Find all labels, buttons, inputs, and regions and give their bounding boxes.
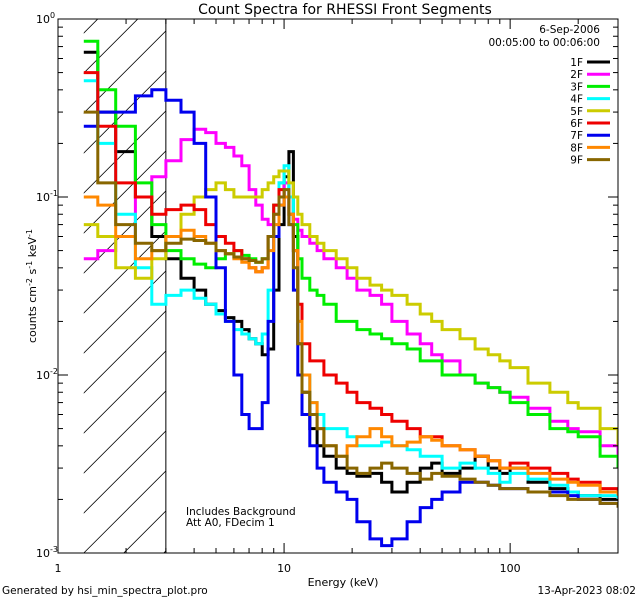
plot-frame bbox=[57, 18, 619, 554]
footer-generated-by: Generated by hsi_min_spectra_plot.pro bbox=[2, 585, 208, 597]
legend-label-6F: 6F bbox=[570, 118, 583, 130]
hatch-line bbox=[83, 430, 166, 514]
hatch-line bbox=[83, 270, 166, 354]
legend-label-8F: 8F bbox=[570, 142, 583, 154]
legend-date: 6-Sep-2006 bbox=[539, 24, 600, 36]
x-tick-label: 100 bbox=[500, 562, 521, 575]
series-3F-line bbox=[83, 39, 618, 469]
chart-title: Count Spectra for RHESSI Front Segments bbox=[198, 2, 492, 18]
hatch-line bbox=[83, 70, 166, 154]
x-tick-label: 10 bbox=[277, 562, 291, 575]
legend-label-3F: 3F bbox=[570, 81, 583, 93]
legend-label-9F: 9F bbox=[570, 155, 583, 167]
hatch-line bbox=[83, 230, 166, 314]
hatch-line bbox=[83, 390, 166, 474]
legend-label-2F: 2F bbox=[570, 69, 583, 81]
annotation-background: Includes Background bbox=[186, 506, 296, 518]
legend-label-7F: 7F bbox=[570, 130, 583, 142]
legend-time-range: 00:05:00 to 00:06:00 bbox=[488, 37, 600, 49]
y-axis-label: counts cm-2 s-1 keV-1 bbox=[25, 229, 39, 343]
axis-ticks: 1 10 100 100 10-1 10-2 10-3 bbox=[36, 11, 619, 575]
legend-label-5F: 5F bbox=[570, 106, 583, 118]
series-lines bbox=[83, 39, 618, 548]
legend-label-1F: 1F bbox=[570, 57, 583, 69]
attenuator-hatch-region bbox=[83, 19, 166, 553]
x-tick-label: 1 bbox=[55, 562, 62, 575]
annotation-attenuator: Att A0, FDecim 1 bbox=[186, 517, 275, 529]
y-tick-label: 10-2 bbox=[36, 367, 58, 382]
y-tick-label: 10-3 bbox=[36, 545, 58, 560]
series-9F-line bbox=[83, 110, 618, 508]
y-tick-label: 100 bbox=[36, 11, 55, 26]
hatch-line bbox=[83, 30, 166, 114]
footer-timestamp: 13-Apr-2023 08:02 bbox=[537, 585, 636, 597]
x-axis-label: Energy (keV) bbox=[308, 576, 379, 589]
y-tick-label: 10-1 bbox=[36, 189, 58, 204]
legend-label-4F: 4F bbox=[570, 94, 583, 106]
